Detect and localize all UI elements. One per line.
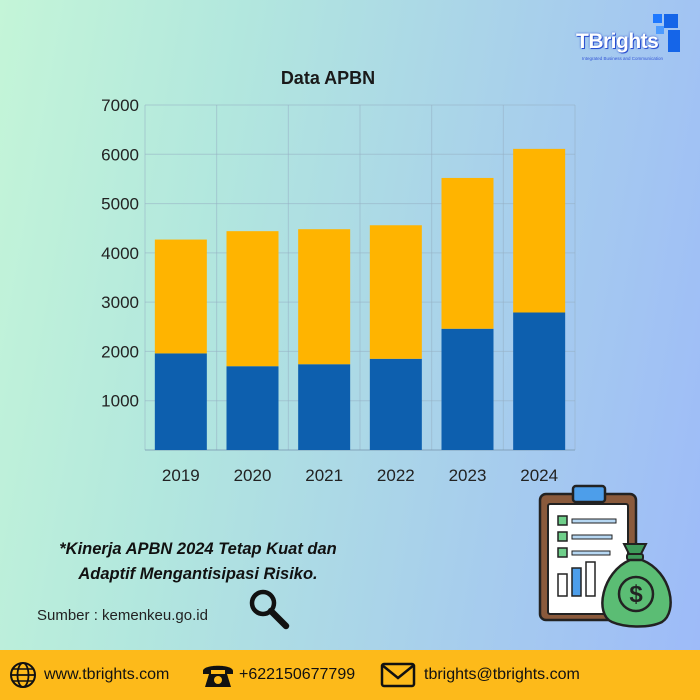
y-tick-label: 1000 (101, 392, 139, 411)
bar-2021-segment-2 (298, 229, 351, 365)
globe-icon (10, 662, 36, 688)
email-address[interactable]: tbrights@tbrights.com (424, 666, 580, 683)
bar-2022-segment-1 (369, 358, 422, 450)
y-tick-label: 3000 (101, 293, 139, 312)
note-line-2: Adaptif Mengantisipasi Risiko. (78, 565, 318, 583)
clipboard-chart-money-bag-icon: $ (538, 484, 672, 628)
bar-2021-segment-1 (298, 364, 351, 450)
source-text: Sumber : kemenkeu.go.id (37, 607, 208, 624)
website-link[interactable]: www.tbrights.com (44, 666, 170, 683)
x-tick-label: 2022 (377, 466, 415, 485)
telephone-icon (203, 665, 233, 687)
bar-2019-segment-2 (154, 239, 207, 354)
x-tick-label: 2024 (520, 466, 558, 485)
y-tick-label: 5000 (101, 195, 139, 214)
website-contact[interactable]: www.tbrights.com (8, 660, 169, 690)
bar-2022-segment-2 (369, 225, 422, 359)
x-tick-label: 2023 (449, 466, 487, 485)
logo-name: TBrights (576, 30, 659, 53)
x-tick-label: 2021 (305, 466, 343, 485)
y-tick-label: 7000 (101, 96, 139, 115)
stacked-bar-chart: Data APBN 1000 2000 3000 4000 5000 6000 7000 2… (101, 68, 576, 485)
phone-contact[interactable]: +622150677799 (200, 660, 355, 690)
y-tick-label: 2000 (101, 342, 139, 361)
chart-bars (154, 148, 566, 450)
chart-grid (144, 104, 576, 451)
bar-2020-segment-1 (226, 366, 279, 450)
contact-footer: www.tbrights.com +622150677799 tbrights@… (0, 650, 700, 700)
envelope-icon (380, 662, 416, 688)
phone-number[interactable]: +622150677799 (239, 666, 356, 683)
chart-title: Data APBN (281, 68, 375, 88)
email-contact[interactable]: tbrights@tbrights.com (380, 660, 580, 690)
bar-2024-segment-1 (513, 312, 566, 450)
bar-2023-segment-1 (441, 328, 494, 450)
y-axis-ticks: 1000 2000 3000 4000 5000 6000 7000 (101, 96, 139, 411)
bar-2020-segment-2 (226, 231, 279, 367)
bar-2019-segment-1 (154, 353, 207, 450)
note-line-1: *Kinerja APBN 2024 Tetap Kuat dan (59, 540, 337, 558)
bar-2024-segment-2 (513, 148, 566, 313)
x-axis-ticks: 2019 2020 2021 2022 2023 2024 (162, 466, 558, 485)
x-tick-label: 2020 (234, 466, 272, 485)
y-tick-label: 6000 (101, 145, 139, 164)
bar-2023-segment-2 (441, 177, 494, 329)
tbrights-logo: TBrights Integrated Business and Communi… (576, 14, 694, 66)
y-tick-label: 4000 (101, 244, 139, 263)
note-text: *Kinerja APBN 2024 Tetap Kuat dan Adapti… (20, 537, 376, 587)
svg-text:$: $ (629, 581, 643, 608)
logo-tagline: Integrated Business and Communication (582, 56, 664, 61)
magnifier-icon (249, 589, 290, 630)
x-tick-label: 2019 (162, 466, 200, 485)
